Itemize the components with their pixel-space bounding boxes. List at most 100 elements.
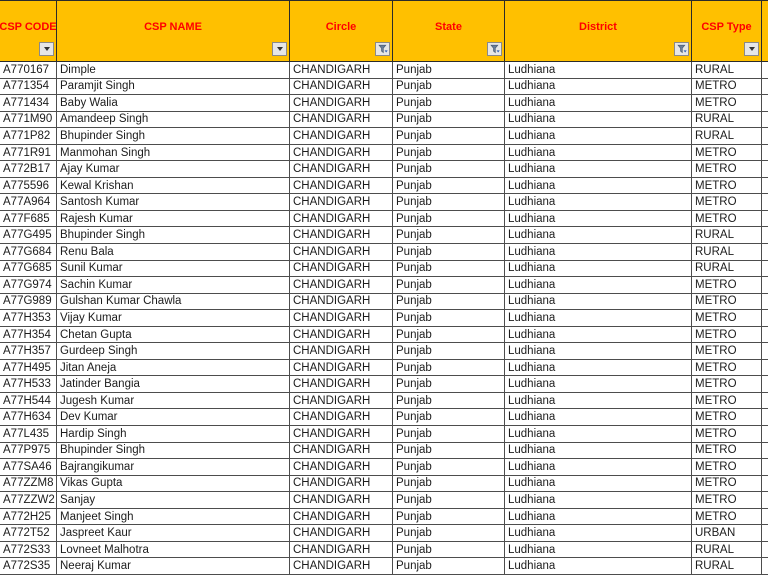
cell-state[interactable]: Punjab bbox=[393, 310, 505, 327]
cell-circle[interactable]: CHANDIGARH bbox=[290, 277, 393, 294]
cell-csp-name[interactable]: Lovneet Malhotra bbox=[57, 541, 290, 559]
cell-circle[interactable]: CHANDIGARH bbox=[290, 376, 393, 393]
cell-csp-name[interactable]: Bhupinder Singh bbox=[57, 128, 290, 145]
cell-csp-name[interactable]: Rajesh Kumar bbox=[57, 210, 290, 228]
cell-state[interactable]: Punjab bbox=[393, 508, 505, 526]
cell-district[interactable]: Ludhiana bbox=[505, 62, 692, 79]
filter-dropdown-button[interactable] bbox=[39, 42, 54, 56]
cell-csp-name[interactable]: Gurdeep Singh bbox=[57, 343, 290, 360]
cell-csp-code[interactable]: A771354 bbox=[0, 78, 57, 96]
cell-csp-type[interactable]: METRO bbox=[692, 392, 762, 410]
cell-state[interactable]: Punjab bbox=[393, 62, 505, 79]
filter-applied-button[interactable] bbox=[487, 42, 502, 56]
cell-csp-code[interactable]: A771R91 bbox=[0, 144, 57, 162]
cell-csp-name[interactable]: Neeraj Kumar bbox=[57, 558, 290, 575]
cell-csp-type[interactable]: URBAN bbox=[692, 525, 762, 542]
cell-csp-name[interactable]: Hardip Singh bbox=[57, 426, 290, 443]
cell-district[interactable]: Ludhiana bbox=[505, 128, 692, 145]
cell-state[interactable]: Punjab bbox=[393, 244, 505, 261]
cell-district[interactable]: Ludhiana bbox=[505, 111, 692, 129]
cell-csp-name[interactable]: Dev Kumar bbox=[57, 409, 290, 427]
cell-csp-type[interactable]: RURAL bbox=[692, 62, 762, 79]
cell-csp-code[interactable]: A772S33 bbox=[0, 541, 57, 559]
cell-district[interactable]: Ludhiana bbox=[505, 310, 692, 327]
cell-district[interactable]: Ludhiana bbox=[505, 260, 692, 278]
cell-circle[interactable]: CHANDIGARH bbox=[290, 359, 393, 377]
column-header-csp-name[interactable]: CSP NAME bbox=[57, 0, 290, 62]
cell-csp-code[interactable]: A77F685 bbox=[0, 210, 57, 228]
cell-csp-code[interactable]: A77G685 bbox=[0, 260, 57, 278]
cell-state[interactable]: Punjab bbox=[393, 558, 505, 575]
cell-csp-code[interactable]: A77ZZM8 bbox=[0, 475, 57, 493]
cell-csp-type[interactable]: METRO bbox=[692, 442, 762, 460]
cell-circle[interactable]: CHANDIGARH bbox=[290, 475, 393, 493]
cell-district[interactable]: Ludhiana bbox=[505, 244, 692, 261]
cell-circle[interactable]: CHANDIGARH bbox=[290, 128, 393, 145]
cell-csp-type[interactable]: METRO bbox=[692, 475, 762, 493]
cell-csp-type[interactable]: METRO bbox=[692, 343, 762, 360]
cell-state[interactable]: Punjab bbox=[393, 343, 505, 360]
cell-csp-code[interactable]: A770167 bbox=[0, 62, 57, 79]
cell-circle[interactable]: CHANDIGARH bbox=[290, 177, 393, 195]
cell-csp-name[interactable]: Jaspreet Kaur bbox=[57, 525, 290, 542]
cell-state[interactable]: Punjab bbox=[393, 541, 505, 559]
cell-csp-type[interactable]: METRO bbox=[692, 277, 762, 294]
cell-district[interactable]: Ludhiana bbox=[505, 210, 692, 228]
column-header-state[interactable]: State bbox=[393, 0, 505, 62]
cell-csp-name[interactable]: Dimple bbox=[57, 62, 290, 79]
cell-csp-type[interactable]: METRO bbox=[692, 409, 762, 427]
cell-district[interactable]: Ludhiana bbox=[505, 525, 692, 542]
cell-state[interactable]: Punjab bbox=[393, 392, 505, 410]
cell-state[interactable]: Punjab bbox=[393, 326, 505, 344]
cell-district[interactable]: Ludhiana bbox=[505, 442, 692, 460]
cell-csp-type[interactable]: RURAL bbox=[692, 111, 762, 129]
cell-csp-name[interactable]: Vikas Gupta bbox=[57, 475, 290, 493]
cell-csp-name[interactable]: Manmohan Singh bbox=[57, 144, 290, 162]
cell-csp-code[interactable]: A772H25 bbox=[0, 508, 57, 526]
cell-csp-code[interactable]: A771M90 bbox=[0, 111, 57, 129]
cell-csp-type[interactable]: METRO bbox=[692, 459, 762, 476]
cell-csp-name[interactable]: Jatinder Bangia bbox=[57, 376, 290, 393]
cell-csp-type[interactable]: RURAL bbox=[692, 128, 762, 145]
cell-circle[interactable]: CHANDIGARH bbox=[290, 409, 393, 427]
cell-csp-type[interactable]: METRO bbox=[692, 194, 762, 211]
cell-state[interactable]: Punjab bbox=[393, 459, 505, 476]
cell-state[interactable]: Punjab bbox=[393, 376, 505, 393]
cell-circle[interactable]: CHANDIGARH bbox=[290, 508, 393, 526]
cell-circle[interactable]: CHANDIGARH bbox=[290, 144, 393, 162]
cell-state[interactable]: Punjab bbox=[393, 359, 505, 377]
cell-state[interactable]: Punjab bbox=[393, 95, 505, 112]
cell-circle[interactable]: CHANDIGARH bbox=[290, 492, 393, 509]
cell-state[interactable]: Punjab bbox=[393, 525, 505, 542]
cell-csp-name[interactable]: Paramjit Singh bbox=[57, 78, 290, 96]
cell-circle[interactable]: CHANDIGARH bbox=[290, 442, 393, 460]
cell-csp-name[interactable]: Santosh Kumar bbox=[57, 194, 290, 211]
cell-csp-code[interactable]: A77A964 bbox=[0, 194, 57, 211]
cell-state[interactable]: Punjab bbox=[393, 492, 505, 509]
cell-csp-code[interactable]: A772B17 bbox=[0, 161, 57, 178]
cell-csp-type[interactable]: RURAL bbox=[692, 541, 762, 559]
cell-circle[interactable]: CHANDIGARH bbox=[290, 161, 393, 178]
cell-csp-type[interactable]: METRO bbox=[692, 492, 762, 509]
cell-district[interactable]: Ludhiana bbox=[505, 326, 692, 344]
cell-district[interactable]: Ludhiana bbox=[505, 426, 692, 443]
cell-csp-name[interactable]: Gulshan Kumar Chawla bbox=[57, 293, 290, 311]
cell-state[interactable]: Punjab bbox=[393, 227, 505, 245]
cell-csp-code[interactable]: A77H495 bbox=[0, 359, 57, 377]
cell-state[interactable]: Punjab bbox=[393, 210, 505, 228]
cell-csp-code[interactable]: A771P82 bbox=[0, 128, 57, 145]
cell-csp-type[interactable]: METRO bbox=[692, 359, 762, 377]
cell-csp-name[interactable]: Bajrangikumar bbox=[57, 459, 290, 476]
cell-csp-name[interactable]: Jugesh Kumar bbox=[57, 392, 290, 410]
cell-csp-type[interactable]: RURAL bbox=[692, 244, 762, 261]
cell-circle[interactable]: CHANDIGARH bbox=[290, 78, 393, 96]
cell-csp-type[interactable]: METRO bbox=[692, 376, 762, 393]
cell-state[interactable]: Punjab bbox=[393, 442, 505, 460]
cell-state[interactable]: Punjab bbox=[393, 111, 505, 129]
cell-circle[interactable]: CHANDIGARH bbox=[290, 343, 393, 360]
cell-circle[interactable]: CHANDIGARH bbox=[290, 210, 393, 228]
cell-csp-code[interactable]: A77G684 bbox=[0, 244, 57, 261]
cell-state[interactable]: Punjab bbox=[393, 177, 505, 195]
cell-circle[interactable]: CHANDIGARH bbox=[290, 326, 393, 344]
cell-csp-code[interactable]: A77H354 bbox=[0, 326, 57, 344]
